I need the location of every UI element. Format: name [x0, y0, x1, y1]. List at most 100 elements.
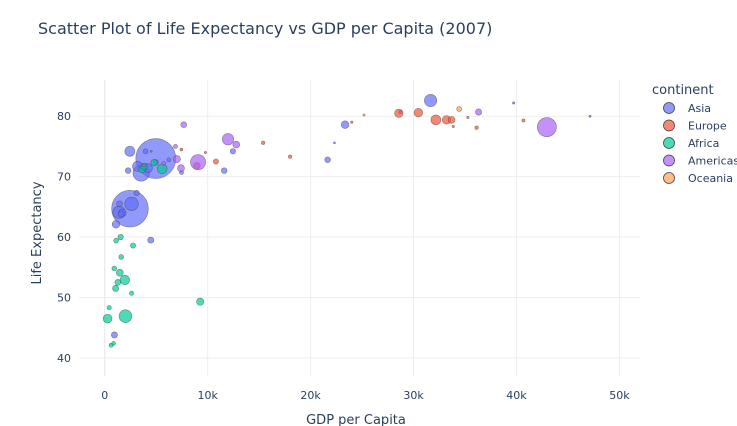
x-axis-title: GDP per Capita	[306, 413, 406, 426]
data-point[interactable]	[111, 265, 117, 272]
data-point[interactable]	[119, 274, 130, 286]
data-point[interactable]	[116, 200, 123, 208]
data-point[interactable]	[447, 116, 456, 124]
data-point[interactable]	[129, 290, 134, 296]
grid	[79, 80, 640, 376]
data-point[interactable]	[149, 149, 153, 153]
data-points	[102, 94, 592, 348]
data-point[interactable]	[177, 164, 185, 172]
data-point[interactable]	[196, 297, 205, 306]
series-asia	[111, 94, 592, 339]
y-tick-label: 50	[57, 291, 71, 304]
data-point[interactable]	[362, 113, 366, 117]
data-point[interactable]	[288, 154, 293, 159]
data-point[interactable]	[112, 284, 120, 292]
data-point[interactable]	[537, 117, 557, 137]
data-point[interactable]	[451, 124, 455, 129]
data-point[interactable]	[114, 279, 122, 286]
legend-label: Oceania	[688, 172, 733, 185]
data-point[interactable]	[150, 159, 158, 167]
data-point[interactable]	[430, 114, 442, 126]
legend-item-asia[interactable]: Asia	[663, 102, 712, 115]
x-tick-label: 40k	[506, 389, 527, 402]
legend-marker	[663, 172, 675, 184]
data-point[interactable]	[106, 305, 112, 311]
data-point[interactable]	[117, 234, 124, 241]
chart-title: Scatter Plot of Life Expectancy vs GDP p…	[38, 19, 492, 38]
data-point[interactable]	[124, 145, 136, 157]
data-point[interactable]	[147, 236, 155, 244]
y-tick-label: 70	[57, 171, 71, 184]
data-point[interactable]	[475, 108, 483, 116]
x-tick-label: 30k	[403, 389, 424, 402]
legend-item-oceania[interactable]: Oceania	[663, 172, 733, 185]
y-axis-ticks: 40 50 60 70 80	[57, 110, 71, 365]
data-point[interactable]	[111, 341, 116, 346]
data-point[interactable]	[173, 144, 178, 149]
data-point[interactable]	[424, 94, 438, 108]
data-point[interactable]	[333, 141, 336, 145]
data-point[interactable]	[111, 331, 118, 339]
data-point[interactable]	[124, 167, 132, 174]
data-point[interactable]	[179, 147, 184, 152]
data-point[interactable]	[324, 156, 331, 163]
data-point[interactable]	[117, 210, 125, 218]
data-point[interactable]	[232, 140, 241, 149]
data-point[interactable]	[161, 161, 166, 166]
data-point[interactable]	[133, 189, 140, 196]
data-point[interactable]	[394, 108, 404, 118]
series-oceania	[362, 106, 462, 117]
legend-item-europe[interactable]: Europe	[663, 119, 727, 133]
data-point[interactable]	[142, 148, 149, 155]
data-point[interactable]	[512, 101, 516, 105]
x-tick-label: 50k	[609, 389, 630, 402]
data-point[interactable]	[261, 140, 266, 145]
data-point[interactable]	[466, 115, 470, 119]
legend-marker	[663, 119, 675, 132]
y-tick-label: 40	[57, 352, 71, 365]
legend-title: continent	[652, 83, 714, 98]
data-point[interactable]	[190, 154, 206, 171]
legend-item-americas[interactable]: Americas	[663, 154, 737, 168]
data-point[interactable]	[111, 220, 121, 229]
data-point[interactable]	[213, 158, 219, 165]
legend-item-africa[interactable]: Africa	[663, 137, 720, 150]
legend-label: Africa	[688, 137, 719, 150]
data-point[interactable]	[229, 148, 236, 155]
legend-label: Asia	[688, 102, 711, 115]
x-axis-ticks: 0 10k 20k 30k 40k 50k	[101, 389, 630, 402]
legend-label: Europe	[688, 120, 727, 133]
legend-marker	[663, 102, 675, 114]
data-point[interactable]	[180, 121, 187, 128]
data-point[interactable]	[118, 254, 124, 260]
data-point[interactable]	[588, 114, 592, 118]
data-point[interactable]	[118, 309, 133, 323]
data-point[interactable]	[113, 237, 119, 244]
data-point[interactable]	[116, 268, 124, 277]
y-axis-title: Life Expectancy	[30, 181, 45, 284]
data-point[interactable]	[221, 167, 228, 174]
legend-marker	[663, 137, 675, 149]
legend[interactable]: Asia Europe Africa Americas Oceania	[663, 102, 737, 185]
data-point[interactable]	[456, 106, 462, 112]
data-point[interactable]	[204, 151, 207, 154]
data-point[interactable]	[172, 155, 181, 164]
data-point[interactable]	[124, 196, 139, 211]
data-point[interactable]	[350, 120, 354, 124]
x-tick-label: 10k	[197, 389, 218, 402]
data-point[interactable]	[340, 120, 350, 129]
data-point[interactable]	[156, 163, 168, 175]
data-point[interactable]	[102, 313, 113, 324]
data-point[interactable]	[521, 118, 526, 123]
data-point[interactable]	[413, 108, 423, 118]
legend-marker	[663, 154, 675, 167]
data-point[interactable]	[142, 163, 147, 168]
data-point[interactable]	[130, 242, 136, 249]
x-tick-label: 0	[101, 389, 108, 402]
data-point[interactable]	[222, 133, 235, 146]
data-point[interactable]	[474, 125, 479, 130]
legend-label: Americas	[688, 155, 737, 168]
data-point[interactable]	[166, 157, 172, 163]
y-tick-label: 80	[57, 110, 71, 123]
